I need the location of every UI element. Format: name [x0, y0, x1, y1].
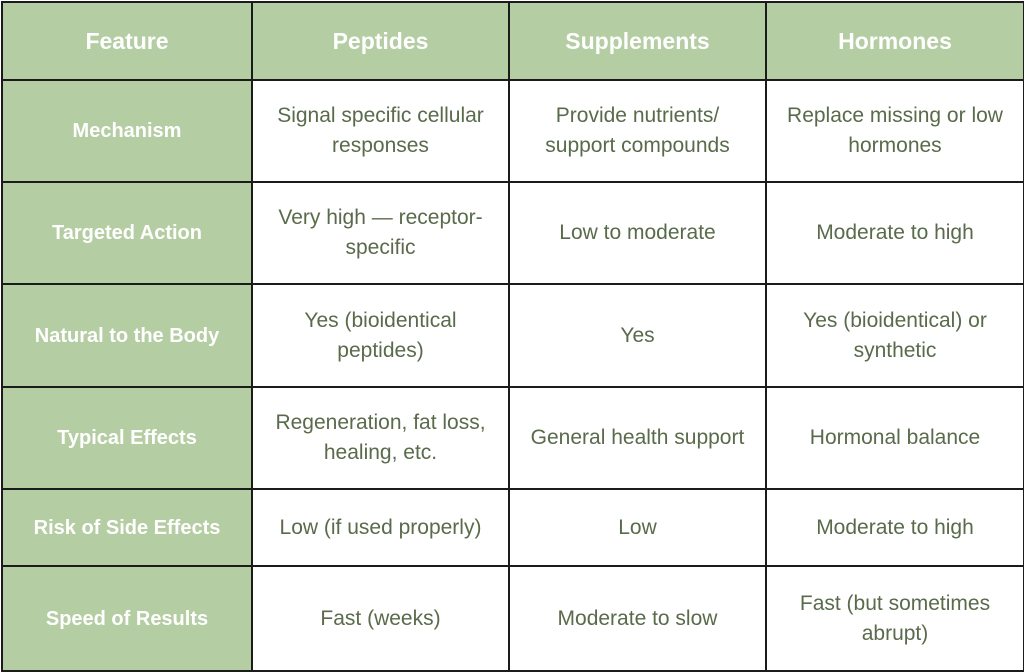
table-row: Typical Effects Regeneration, fat loss, …	[1, 386, 1024, 490]
hormones-cell: Moderate to high	[765, 488, 1024, 567]
peptides-cell: Signal specific cellular responses	[251, 79, 510, 183]
row-label: Typical Effects	[1, 386, 253, 490]
header-peptides: Peptides	[251, 1, 510, 81]
header-supplements: Supplements	[508, 1, 767, 81]
peptides-cell: Yes (bioidentical peptides)	[251, 283, 510, 388]
supplements-cell: Yes	[508, 283, 767, 388]
hormones-cell: Replace missing or low hormones	[765, 79, 1024, 183]
row-label: Targeted Action	[1, 181, 253, 285]
table-row: Targeted Action Very high — receptor-spe…	[1, 181, 1024, 285]
table-row: Natural to the Body Yes (bioidentical pe…	[1, 283, 1024, 388]
row-label: Speed of Results	[1, 565, 253, 672]
peptides-cell: Very high — receptor-specific	[251, 181, 510, 285]
row-label: Natural to the Body	[1, 283, 253, 388]
header-feature: Feature	[1, 1, 253, 81]
table-row: Risk of Side Effects Low (if used proper…	[1, 488, 1024, 567]
supplements-cell: Low to moderate	[508, 181, 767, 285]
peptides-cell: Fast (weeks)	[251, 565, 510, 672]
table-row: Mechanism Signal specific cellular respo…	[1, 79, 1024, 183]
peptides-cell: Regeneration, fat loss, healing, etc.	[251, 386, 510, 490]
supplements-cell: Moderate to slow	[508, 565, 767, 672]
hormones-cell: Fast (but sometimes abrupt)	[765, 565, 1024, 672]
hormones-cell: Yes (bioidentical) or synthetic	[765, 283, 1024, 388]
supplements-cell: Provide nutrients/ support compounds	[508, 79, 767, 183]
header-row: Feature Peptides Supplements Hormones	[1, 1, 1024, 81]
peptides-cell: Low (if used properly)	[251, 488, 510, 567]
header-hormones: Hormones	[765, 1, 1024, 81]
table-row: Speed of Results Fast (weeks) Moderate t…	[1, 565, 1024, 672]
supplements-cell: Low	[508, 488, 767, 567]
hormones-cell: Hormonal balance	[765, 386, 1024, 490]
row-label: Mechanism	[1, 79, 253, 183]
supplements-cell: General health support	[508, 386, 767, 490]
row-label: Risk of Side Effects	[1, 488, 253, 567]
hormones-cell: Moderate to high	[765, 181, 1024, 285]
